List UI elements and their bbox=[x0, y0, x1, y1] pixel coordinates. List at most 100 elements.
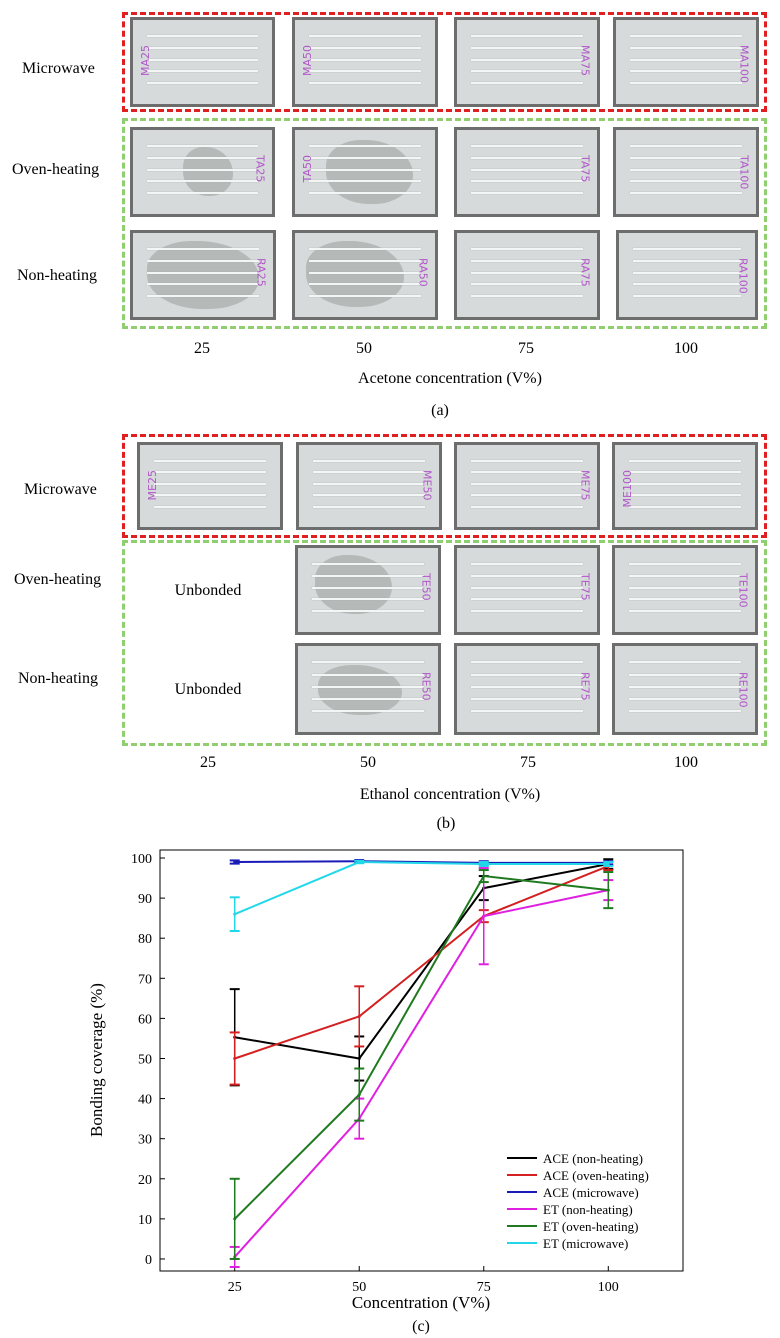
chip-label: RA25 bbox=[254, 258, 268, 287]
panel-a-row-label-microwave: Microwave bbox=[22, 60, 95, 77]
chip-image-ma25: MA25 bbox=[130, 17, 275, 107]
y-tick-label: 60 bbox=[138, 1012, 152, 1027]
panel-b-row-label-oven: Oven-heating bbox=[14, 571, 102, 588]
chip-label: TA25 bbox=[253, 155, 267, 183]
chip-image-me100: ME100 bbox=[612, 442, 758, 530]
chip-label: MA75 bbox=[578, 45, 592, 77]
chip-label: ME75 bbox=[578, 469, 592, 501]
panel-b-unbonded-non: Unbonded bbox=[174, 681, 242, 698]
panel-b-caption: (b) bbox=[436, 815, 456, 832]
chip-image-ra100: RA100 bbox=[616, 230, 758, 320]
chip-label: ME25 bbox=[145, 469, 159, 501]
panel-a-col-label-25: 25 bbox=[194, 340, 210, 357]
panel-b-row-label-microwave: Microwave bbox=[24, 481, 97, 498]
panel-a-microwave-box bbox=[122, 12, 767, 112]
chip-image-ta100: TA100 bbox=[613, 127, 759, 217]
chip-label: TE75 bbox=[578, 573, 592, 601]
chip-image-re75: RE75 bbox=[454, 643, 600, 735]
data-point bbox=[606, 862, 610, 866]
x-tick-label: 50 bbox=[352, 1280, 366, 1295]
panel-b-row-label-non: Non-heating bbox=[18, 670, 98, 687]
chip-image-me75: ME75 bbox=[454, 442, 600, 530]
legend-label: ET (non-heating) bbox=[543, 1202, 633, 1217]
data-point bbox=[357, 1056, 361, 1060]
y-tick-label: 70 bbox=[138, 972, 152, 987]
panel-b-col-label-75: 75 bbox=[520, 754, 536, 771]
x-tick-label: 100 bbox=[598, 1280, 619, 1295]
data-point bbox=[606, 888, 610, 892]
y-tick-label: 90 bbox=[138, 892, 152, 907]
series-5 bbox=[229, 859, 614, 932]
chip-label: RE75 bbox=[578, 671, 592, 701]
chip-image-ma50: MA50 bbox=[292, 17, 438, 107]
data-point bbox=[482, 862, 486, 866]
legend-label: ACE (non-heating) bbox=[543, 1151, 643, 1166]
series-line bbox=[234, 863, 609, 1060]
chip-image-ra50: RA50 bbox=[292, 230, 438, 320]
y-tick-label: 30 bbox=[138, 1133, 152, 1148]
y-axis-title: Bonding coverage (%) bbox=[87, 983, 106, 1137]
chip-image-te100: TE100 bbox=[612, 545, 758, 635]
chip-image-me50: ME50 bbox=[296, 442, 442, 530]
data-point bbox=[357, 860, 361, 864]
data-point bbox=[357, 1014, 361, 1018]
legend-label: ACE (oven-heating) bbox=[543, 1168, 649, 1183]
data-point bbox=[233, 860, 237, 864]
data-point bbox=[233, 1056, 237, 1060]
data-point bbox=[357, 1093, 361, 1097]
bonding-coverage-chart: 0 10 20 30 40 50 60 70 80 90 100 25 50 75 100 ACE (no… bbox=[87, 849, 684, 1335]
panel-a-row-label-non: Non-heating bbox=[17, 267, 97, 284]
panel-a-conventional-box bbox=[122, 118, 767, 329]
chip-label: MA25 bbox=[138, 45, 152, 77]
panel-a-axis-title: Acetone concentration (V%) bbox=[358, 370, 542, 387]
legend-label: ACE (microwave) bbox=[543, 1185, 639, 1200]
chip-label: TE100 bbox=[736, 573, 750, 608]
panel-b-col-label-50: 50 bbox=[360, 754, 376, 771]
panel-a-col-label-100: 100 bbox=[674, 340, 698, 357]
chip-image-re50: RE50 bbox=[295, 643, 441, 735]
legend-label: ET (oven-heating) bbox=[543, 1219, 638, 1234]
chip-image-ta50: TA50 bbox=[292, 127, 438, 217]
panel-b-axis-title: Ethanol concentration (V%) bbox=[359, 786, 541, 803]
y-tick-label: 40 bbox=[138, 1093, 152, 1108]
panel-b-unbonded-oven: Unbonded bbox=[174, 582, 242, 599]
series-4 bbox=[229, 869, 614, 1260]
chip-label: ME100 bbox=[620, 469, 634, 508]
legend-label: ET (microwave) bbox=[543, 1236, 628, 1251]
chip-label: RA50 bbox=[416, 258, 430, 287]
data-point bbox=[482, 914, 486, 918]
series-line bbox=[234, 865, 609, 1060]
y-tick-label: 20 bbox=[138, 1173, 152, 1188]
chip-label: TA50 bbox=[300, 155, 314, 183]
y-tick-label: 10 bbox=[138, 1213, 152, 1228]
series-line bbox=[234, 860, 609, 864]
chip-image-ra25: RA25 bbox=[130, 230, 276, 320]
panel-b-microwave-box bbox=[122, 434, 767, 538]
chip-label: RA100 bbox=[736, 258, 750, 294]
data-point bbox=[233, 912, 237, 916]
chip-image-ra75: RA75 bbox=[454, 230, 600, 320]
chip-image-ma100: MA100 bbox=[613, 17, 759, 107]
y-tick-label: 50 bbox=[138, 1052, 152, 1067]
chip-image-te75: TE75 bbox=[454, 545, 600, 635]
chip-label: MA50 bbox=[300, 45, 314, 77]
x-tick-label: 75 bbox=[477, 1280, 491, 1295]
chip-label: RE50 bbox=[419, 671, 433, 701]
panel-b-col-label-100: 100 bbox=[674, 754, 698, 771]
y-tick-label: 80 bbox=[138, 932, 152, 947]
chip-image-ta25: TA25 bbox=[130, 127, 275, 217]
x-tick-label: 25 bbox=[228, 1280, 242, 1295]
chip-image-ma75: MA75 bbox=[454, 17, 600, 107]
panel-b-conventional-box bbox=[122, 540, 767, 746]
chip-label: RE100 bbox=[736, 671, 750, 708]
chip-label: TA100 bbox=[737, 155, 751, 190]
series-line bbox=[234, 861, 609, 916]
plot-frame bbox=[159, 849, 684, 1272]
chip-label: MA100 bbox=[737, 45, 751, 84]
chip-image-te50: TE50 bbox=[295, 545, 441, 635]
panel-b-col-label-25: 25 bbox=[200, 754, 216, 771]
chip-image-me25: ME25 bbox=[137, 442, 283, 530]
data-point bbox=[482, 874, 486, 878]
chip-label: RA75 bbox=[578, 258, 592, 287]
panel-a-row-label-oven: Oven-heating bbox=[12, 161, 100, 178]
